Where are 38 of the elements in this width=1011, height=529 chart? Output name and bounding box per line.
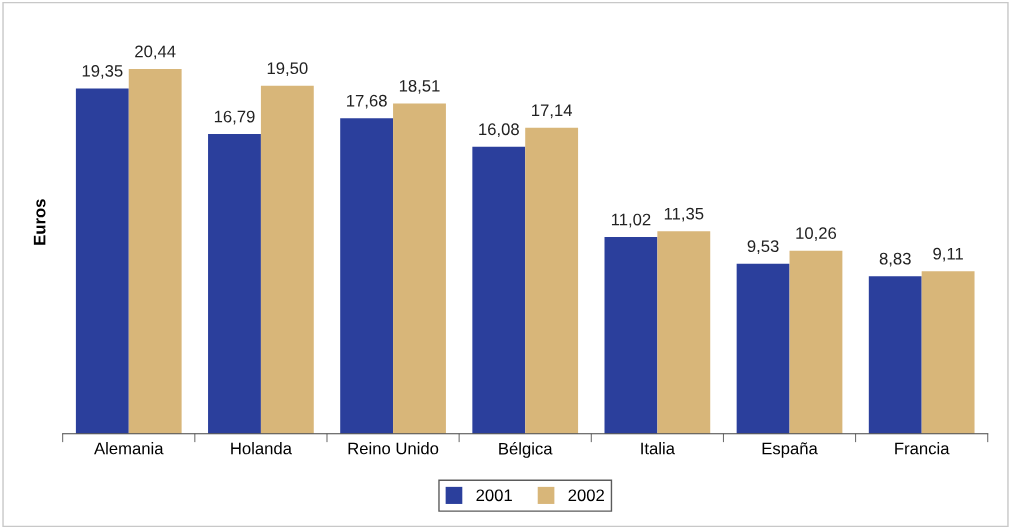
legend-label: 2001 <box>476 489 512 502</box>
data-label: 11,02 <box>611 213 651 228</box>
data-label: 17,68 <box>347 94 387 109</box>
bar <box>208 134 261 434</box>
data-label: 9,53 <box>747 240 779 255</box>
bar <box>604 237 658 434</box>
x-tick-label: España <box>762 442 818 458</box>
x-tick-label: Holanda <box>231 442 292 455</box>
legend-label: 2002 <box>568 489 604 502</box>
bar <box>921 271 975 434</box>
bar <box>393 103 446 434</box>
x-tick-label: Reino Unido <box>348 442 439 455</box>
data-label: 9,11 <box>933 247 963 262</box>
y-axis-title: Euros <box>33 199 46 245</box>
data-label: 8,83 <box>879 252 911 267</box>
bar <box>340 118 394 434</box>
x-tick-label: Alemania <box>94 442 164 455</box>
data-label: 20,44 <box>135 45 176 60</box>
data-label: 19,35 <box>82 64 123 79</box>
bar <box>525 127 579 434</box>
data-label: 18,51 <box>399 79 440 94</box>
data-label: 17,14 <box>532 104 573 119</box>
bar <box>868 276 922 434</box>
bar <box>260 85 314 434</box>
x-tick-label: Bélgica <box>499 442 553 458</box>
data-label: 19,50 <box>267 62 308 77</box>
data-label: 10,26 <box>796 227 837 241</box>
data-label: 16,79 <box>214 110 255 125</box>
bar <box>472 146 526 434</box>
bar <box>789 250 843 434</box>
data-label: 16,08 <box>479 123 519 138</box>
x-tick-label: Italia <box>641 442 675 455</box>
bar <box>657 231 711 434</box>
bar <box>128 68 182 434</box>
bar <box>75 88 129 434</box>
data-label: 11,35 <box>664 207 704 222</box>
x-tick-label: Francia <box>895 442 950 455</box>
bar <box>736 263 790 434</box>
